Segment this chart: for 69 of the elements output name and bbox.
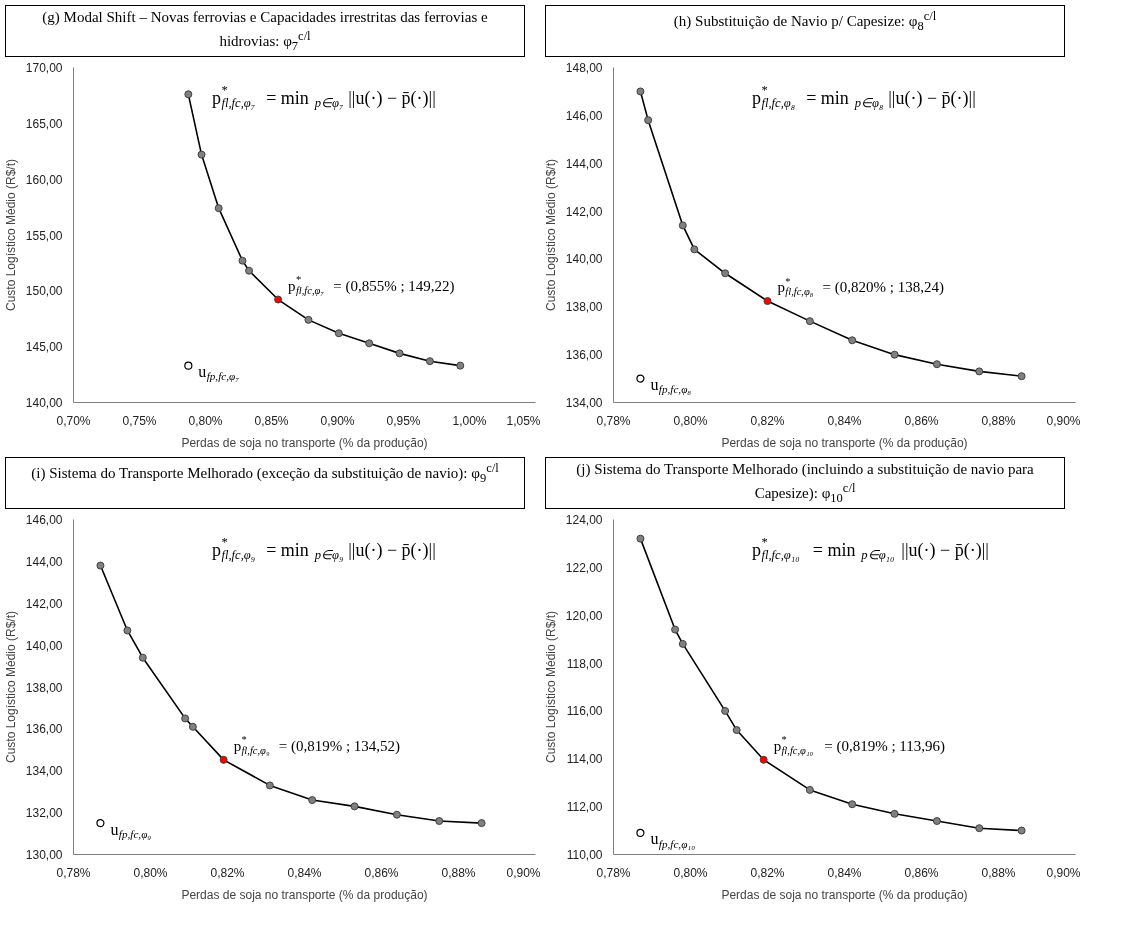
x-tick-label: 0,88% [981,865,1016,880]
x-tick-label: 1,05% [506,413,541,428]
y-tick-label: 124,00 [565,513,603,527]
x-axis-title: Perdas de soja no transporte (% da produção) [721,887,968,902]
y-tick-label: 145,00 [25,340,63,355]
x-tick-label: 0,95% [386,413,421,428]
y-tick-label: 116,00 [566,704,603,719]
y-tick-label: 122,00 [565,560,603,575]
y-tick-label: 148,00 [565,61,603,75]
y-tick-label: 138,00 [565,300,603,315]
y-axis-title: Custo Logístico Médio (R$/t) [3,158,18,312]
y-tick-label: 136,00 [565,348,603,363]
x-tick-label: 0,80% [673,865,708,880]
y-tick-label: 150,00 [25,284,63,299]
x-tick-label: 0,84% [827,865,862,880]
y-tick-label: 132,00 [25,806,63,821]
x-tick-label: 0,86% [364,865,399,880]
y-tick-label: 155,00 [25,228,63,243]
x-tick-label: 0,84% [287,865,322,880]
y-tick-label: 136,00 [25,722,63,737]
y-tick-label: 112,00 [566,800,603,815]
x-tick-label: 0,85% [254,413,289,428]
x-tick-label: 0,80% [188,413,223,428]
x-tick-label: 0,90% [506,865,541,880]
y-tick-label: 130,00 [25,848,63,862]
y-tick-label: 120,00 [565,608,603,623]
x-tick-label: 0,86% [904,865,939,880]
x-tick-label: 1,00% [452,413,487,428]
x-tick-label: 0,88% [981,413,1016,428]
y-tick-label: 146,00 [25,513,63,527]
y-tick-label: 165,00 [25,116,63,131]
y-tick-label: 142,00 [565,204,603,219]
x-tick-label: 0,78% [596,413,631,428]
x-tick-label: 0,82% [750,865,785,880]
y-tick-label: 144,00 [565,156,603,171]
y-tick-label: 144,00 [25,554,63,569]
x-tick-label: 0,75% [122,413,157,428]
x-tick-label: 0,78% [56,865,91,880]
x-tick-label: 0,80% [673,413,708,428]
x-tick-label: 0,82% [750,413,785,428]
x-tick-label: 0,80% [133,865,168,880]
y-tick-label: 134,00 [25,764,63,779]
y-tick-label: 146,00 [565,108,603,123]
y-tick-label: 140,00 [25,396,63,410]
y-tick-label: 138,00 [25,680,63,695]
x-tick-label: 0,78% [596,865,631,880]
x-axis-title: Perdas de soja no transporte (% da produção) [181,435,428,450]
x-tick-label: 0,90% [320,413,355,428]
y-axis-title: Custo Logístico Médio (R$/t) [543,610,558,764]
y-tick-label: 118,00 [566,656,603,671]
x-tick-label: 0,82% [210,865,245,880]
x-tick-label: 0,84% [827,413,862,428]
x-axis-title: Perdas de soja no transporte (% da produção) [721,435,968,450]
y-tick-label: 114,00 [566,752,603,767]
x-tick-label: 0,86% [904,413,939,428]
y-tick-label: 160,00 [25,172,63,187]
y-axis-title: Custo Logístico Médio (R$/t) [543,158,558,312]
y-tick-label: 110,00 [566,848,603,862]
y-tick-label: 170,00 [25,61,63,75]
y-tick-label: 140,00 [565,252,603,267]
y-tick-label: 140,00 [25,638,63,653]
x-tick-label: 0,70% [56,413,91,428]
x-tick-label: 0,90% [1046,413,1081,428]
x-tick-label: 0,88% [441,865,476,880]
x-tick-label: 0,90% [1046,865,1081,880]
y-axis-title: Custo Logístico Médio (R$/t) [3,610,18,764]
x-axis-title: Perdas de soja no transporte (% da produção) [181,887,428,902]
y-tick-label: 134,00 [565,396,603,410]
y-tick-label: 142,00 [25,596,63,611]
